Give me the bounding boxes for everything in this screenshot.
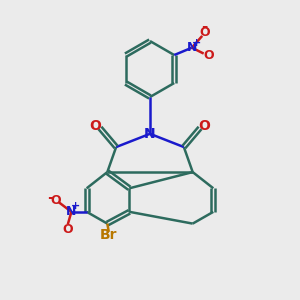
Text: O: O [62, 223, 73, 236]
Text: N: N [66, 205, 76, 218]
Text: N: N [144, 127, 156, 141]
Text: N: N [187, 41, 197, 54]
Text: O: O [204, 49, 214, 62]
Text: O: O [50, 194, 61, 207]
Text: O: O [199, 26, 210, 40]
Text: +: + [70, 201, 80, 211]
Text: Br: Br [100, 228, 118, 242]
Text: O: O [199, 119, 210, 134]
Text: +: + [191, 38, 201, 48]
Text: O: O [90, 119, 101, 134]
Text: -: - [47, 190, 53, 205]
Text: -: - [201, 19, 208, 34]
